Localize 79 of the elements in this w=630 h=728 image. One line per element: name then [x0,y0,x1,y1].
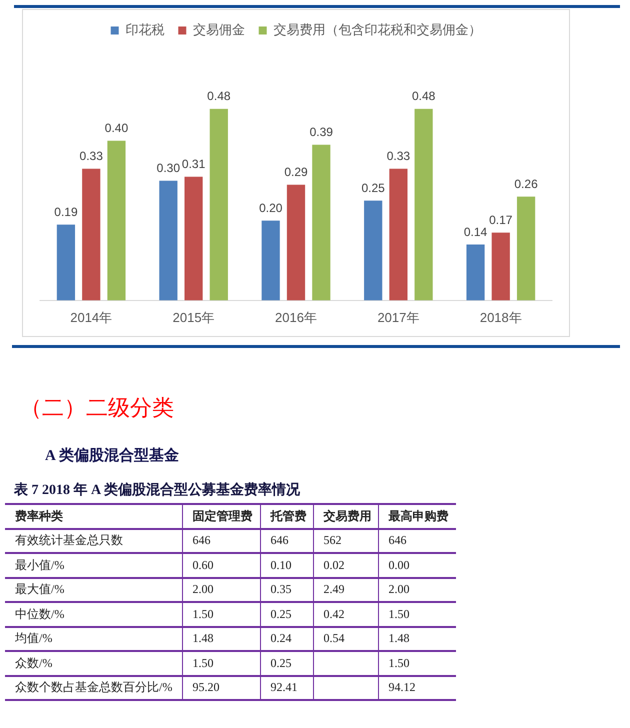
data-label: 0.33 [386,149,410,164]
data-label: 0.39 [310,125,334,140]
text: 2.00 [388,582,410,596]
bar [492,232,510,300]
bar [56,224,76,300]
bar [516,196,536,300]
category-label: 固定管理费 [182,504,260,528]
data-label: 0.19 [54,204,78,219]
data-label: 0.30 [156,161,180,176]
text: 94.12 [388,680,416,694]
text: 0.35 [270,582,292,596]
text: 0.42 [324,606,344,621]
data-label: 0.20 [259,200,283,215]
bar [312,144,330,300]
category-label: 交易费用 [313,504,378,528]
text: 1.50 [192,656,214,670]
text: 646 [270,533,288,548]
data-label: 0.40 [104,121,128,136]
text: 0.25 [270,656,292,670]
bar [286,184,306,300]
text: 2.49 [324,582,344,596]
category-label: 有效统计基金总只数 [15,533,123,548]
text: 1.48 [388,631,410,646]
bar [364,200,382,300]
category-label: 众数个数占基金总数百分比/% [15,680,172,694]
category-label: 托管费 [260,504,313,528]
text: 646 [192,533,210,548]
data-label: 0.48 [412,89,436,104]
text: 95.20 [192,680,220,694]
text: 1.50 [388,606,410,621]
x-tick-label: 2015年 [172,310,215,325]
x-tick-label: 2014年 [70,310,112,325]
bar [466,244,485,300]
legend-label: 交易费用（包含印花税和交易佣金） [273,22,482,38]
bar [82,168,100,300]
text: （二）二级分类 [20,395,174,421]
bar [210,108,228,300]
text: 0.25 [270,606,292,621]
bar [389,168,408,300]
category-label: 均值/% [15,631,52,646]
text: 0.10 [270,558,292,572]
category-label: 众数/% [15,656,52,670]
bar [414,108,433,300]
data-label: 0.31 [182,157,206,172]
bar [159,180,178,300]
data-label: 0.33 [80,149,104,164]
bar [107,140,126,300]
text: 0.00 [388,558,410,572]
text: 562 [324,533,342,548]
data-label: 0.26 [514,176,538,191]
data-label: 0.48 [207,89,231,104]
data-label: 0.25 [361,180,386,195]
text: 费率种类 [5,504,182,528]
text: 0.54 [324,631,344,646]
text: 表 7 2018 年 A 类偏股混合型公募基金费率情况 [14,482,300,500]
legend-label: 印花税 [125,22,164,38]
text: 1.50 [192,606,214,621]
text: 1.48 [192,631,214,646]
data-label: 0.29 [284,165,308,180]
data-label: 0.14 [464,224,488,239]
bar [184,176,203,300]
x-tick-label: 2018年 [480,310,522,325]
category-label: 中位数/% [15,606,64,621]
category-label: 最小值/% [15,558,64,572]
text: 646 [388,533,406,548]
category-label: 最大值/% [15,582,64,596]
bar [262,220,280,300]
text: 1.50 [388,656,410,670]
x-tick-label: 2016年 [275,310,317,325]
data-label: 0.17 [489,212,513,227]
x-tick-label: 2017年 [377,310,420,325]
text: 92.41 [270,680,298,694]
category-label: 最高申购费 [378,504,456,528]
text: 0.24 [270,631,292,646]
text: 0.60 [192,558,214,572]
text: 2.00 [192,582,214,596]
text: A 类偏股混合型基金 [45,446,179,466]
legend-label: 交易佣金 [192,22,245,38]
text: 0.02 [324,558,344,572]
